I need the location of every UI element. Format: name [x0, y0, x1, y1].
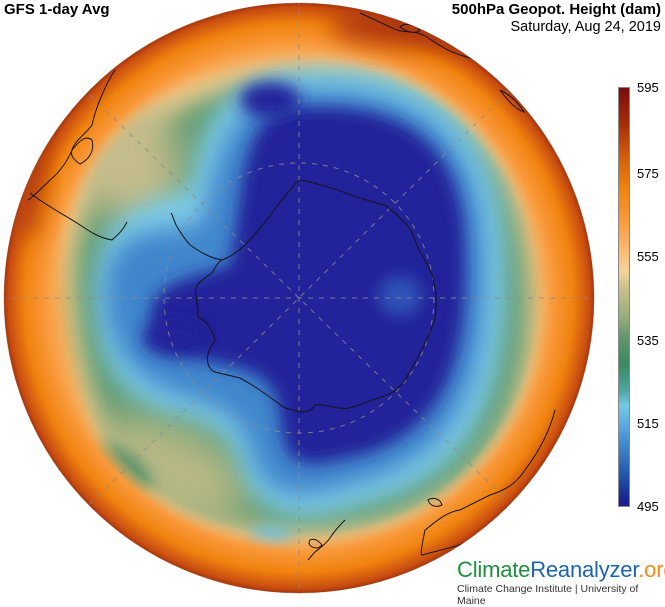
colorbar-tick-515: 515 — [637, 416, 659, 431]
colorbar-tick-595: 595 — [637, 80, 659, 95]
colorbar-tick-535: 535 — [637, 333, 659, 348]
africa-coastline — [359, 12, 491, 71]
antarctic-peninsula-coastline — [170, 212, 223, 261]
colorbar — [618, 87, 630, 507]
variable-label: 500hPa Geopot. Height (dam) — [451, 1, 661, 18]
logo-part-reanalyzer: Reanalyzer — [530, 557, 639, 582]
logo-part-org: .org — [638, 557, 665, 582]
height-field — [4, 3, 594, 593]
graticule — [4, 3, 594, 593]
logo-part-climate: Climate — [457, 557, 531, 582]
model-label: GFS 1-day Avg — [4, 1, 110, 18]
new-zealand-coastline — [307, 519, 346, 561]
geopotential-height-map — [3, 2, 595, 594]
climate-reanalyzer-logo[interactable]: ClimateReanalyzer.org — [457, 557, 665, 583]
madagascar-coastline — [499, 89, 526, 113]
colorbar-tick-555: 555 — [637, 249, 659, 264]
date-label: Saturday, Aug 24, 2019 — [510, 19, 662, 35]
institution-credit: Climate Change Institute | University of… — [457, 583, 639, 607]
antarctica-coastline — [195, 179, 437, 413]
colorbar-tick-575: 575 — [637, 166, 659, 181]
colorbar-tick-495: 495 — [637, 499, 659, 514]
coastlines — [27, 12, 556, 561]
